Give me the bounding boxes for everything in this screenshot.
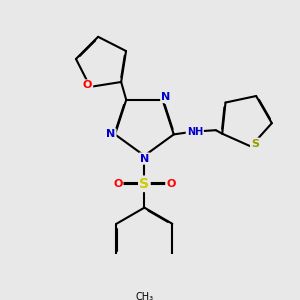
- Text: N: N: [140, 154, 149, 164]
- Text: O: O: [83, 80, 92, 91]
- Text: O: O: [167, 179, 176, 189]
- Text: N: N: [161, 92, 170, 102]
- Text: O: O: [113, 179, 122, 189]
- Text: NH: NH: [187, 127, 203, 136]
- Text: S: S: [251, 139, 259, 148]
- Text: N: N: [106, 129, 116, 140]
- Text: S: S: [140, 177, 149, 191]
- Text: CH₃: CH₃: [135, 292, 153, 300]
